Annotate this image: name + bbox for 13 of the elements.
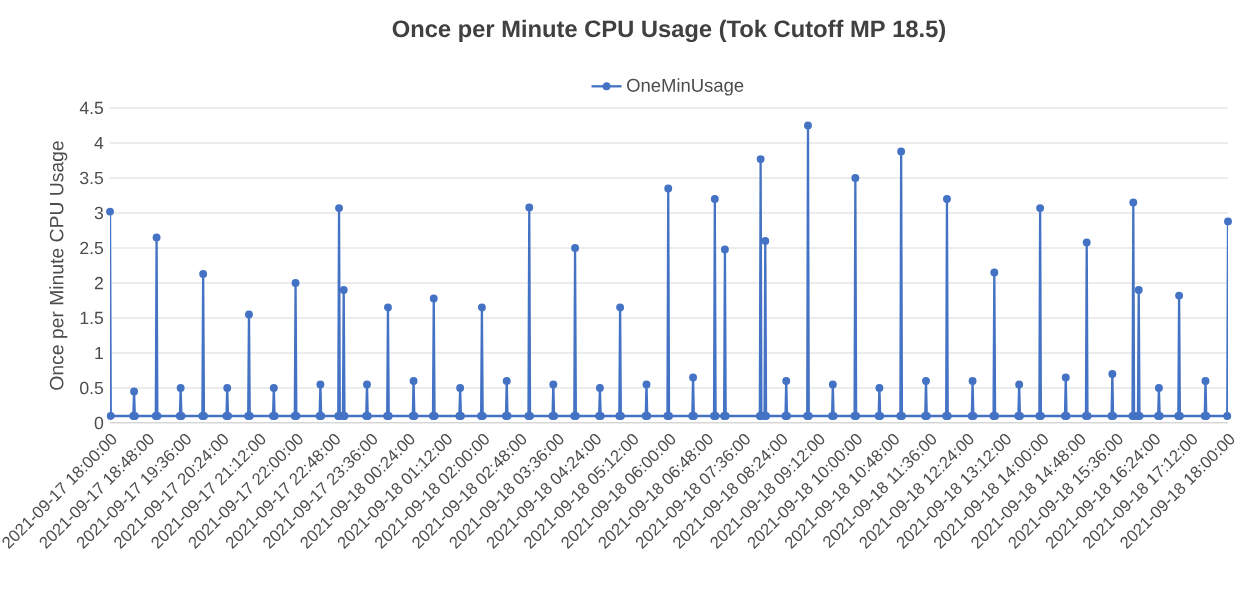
- y-tick-label: 2.5: [80, 241, 104, 255]
- y-tick-label: 4.5: [79, 101, 104, 115]
- y-tick-label: 3.5: [80, 171, 104, 185]
- legend-label: OneMinUsage: [627, 78, 744, 96]
- y-tick-label: 3: [94, 206, 104, 220]
- y-tick-label: 0.5: [80, 381, 104, 395]
- y-tick-label: 1: [95, 346, 103, 360]
- y-tick-label: 0: [94, 416, 104, 430]
- y-tick-label: 4: [94, 136, 104, 150]
- y-tick-label: 2: [94, 276, 103, 290]
- y-axis-title: Once per Minute CPU Usage: [49, 141, 68, 390]
- y-tick-label: 1.5: [80, 311, 104, 325]
- chart-title: Once per Minute CPU Usage (Tok Cutoff MP 18.5): [392, 19, 946, 43]
